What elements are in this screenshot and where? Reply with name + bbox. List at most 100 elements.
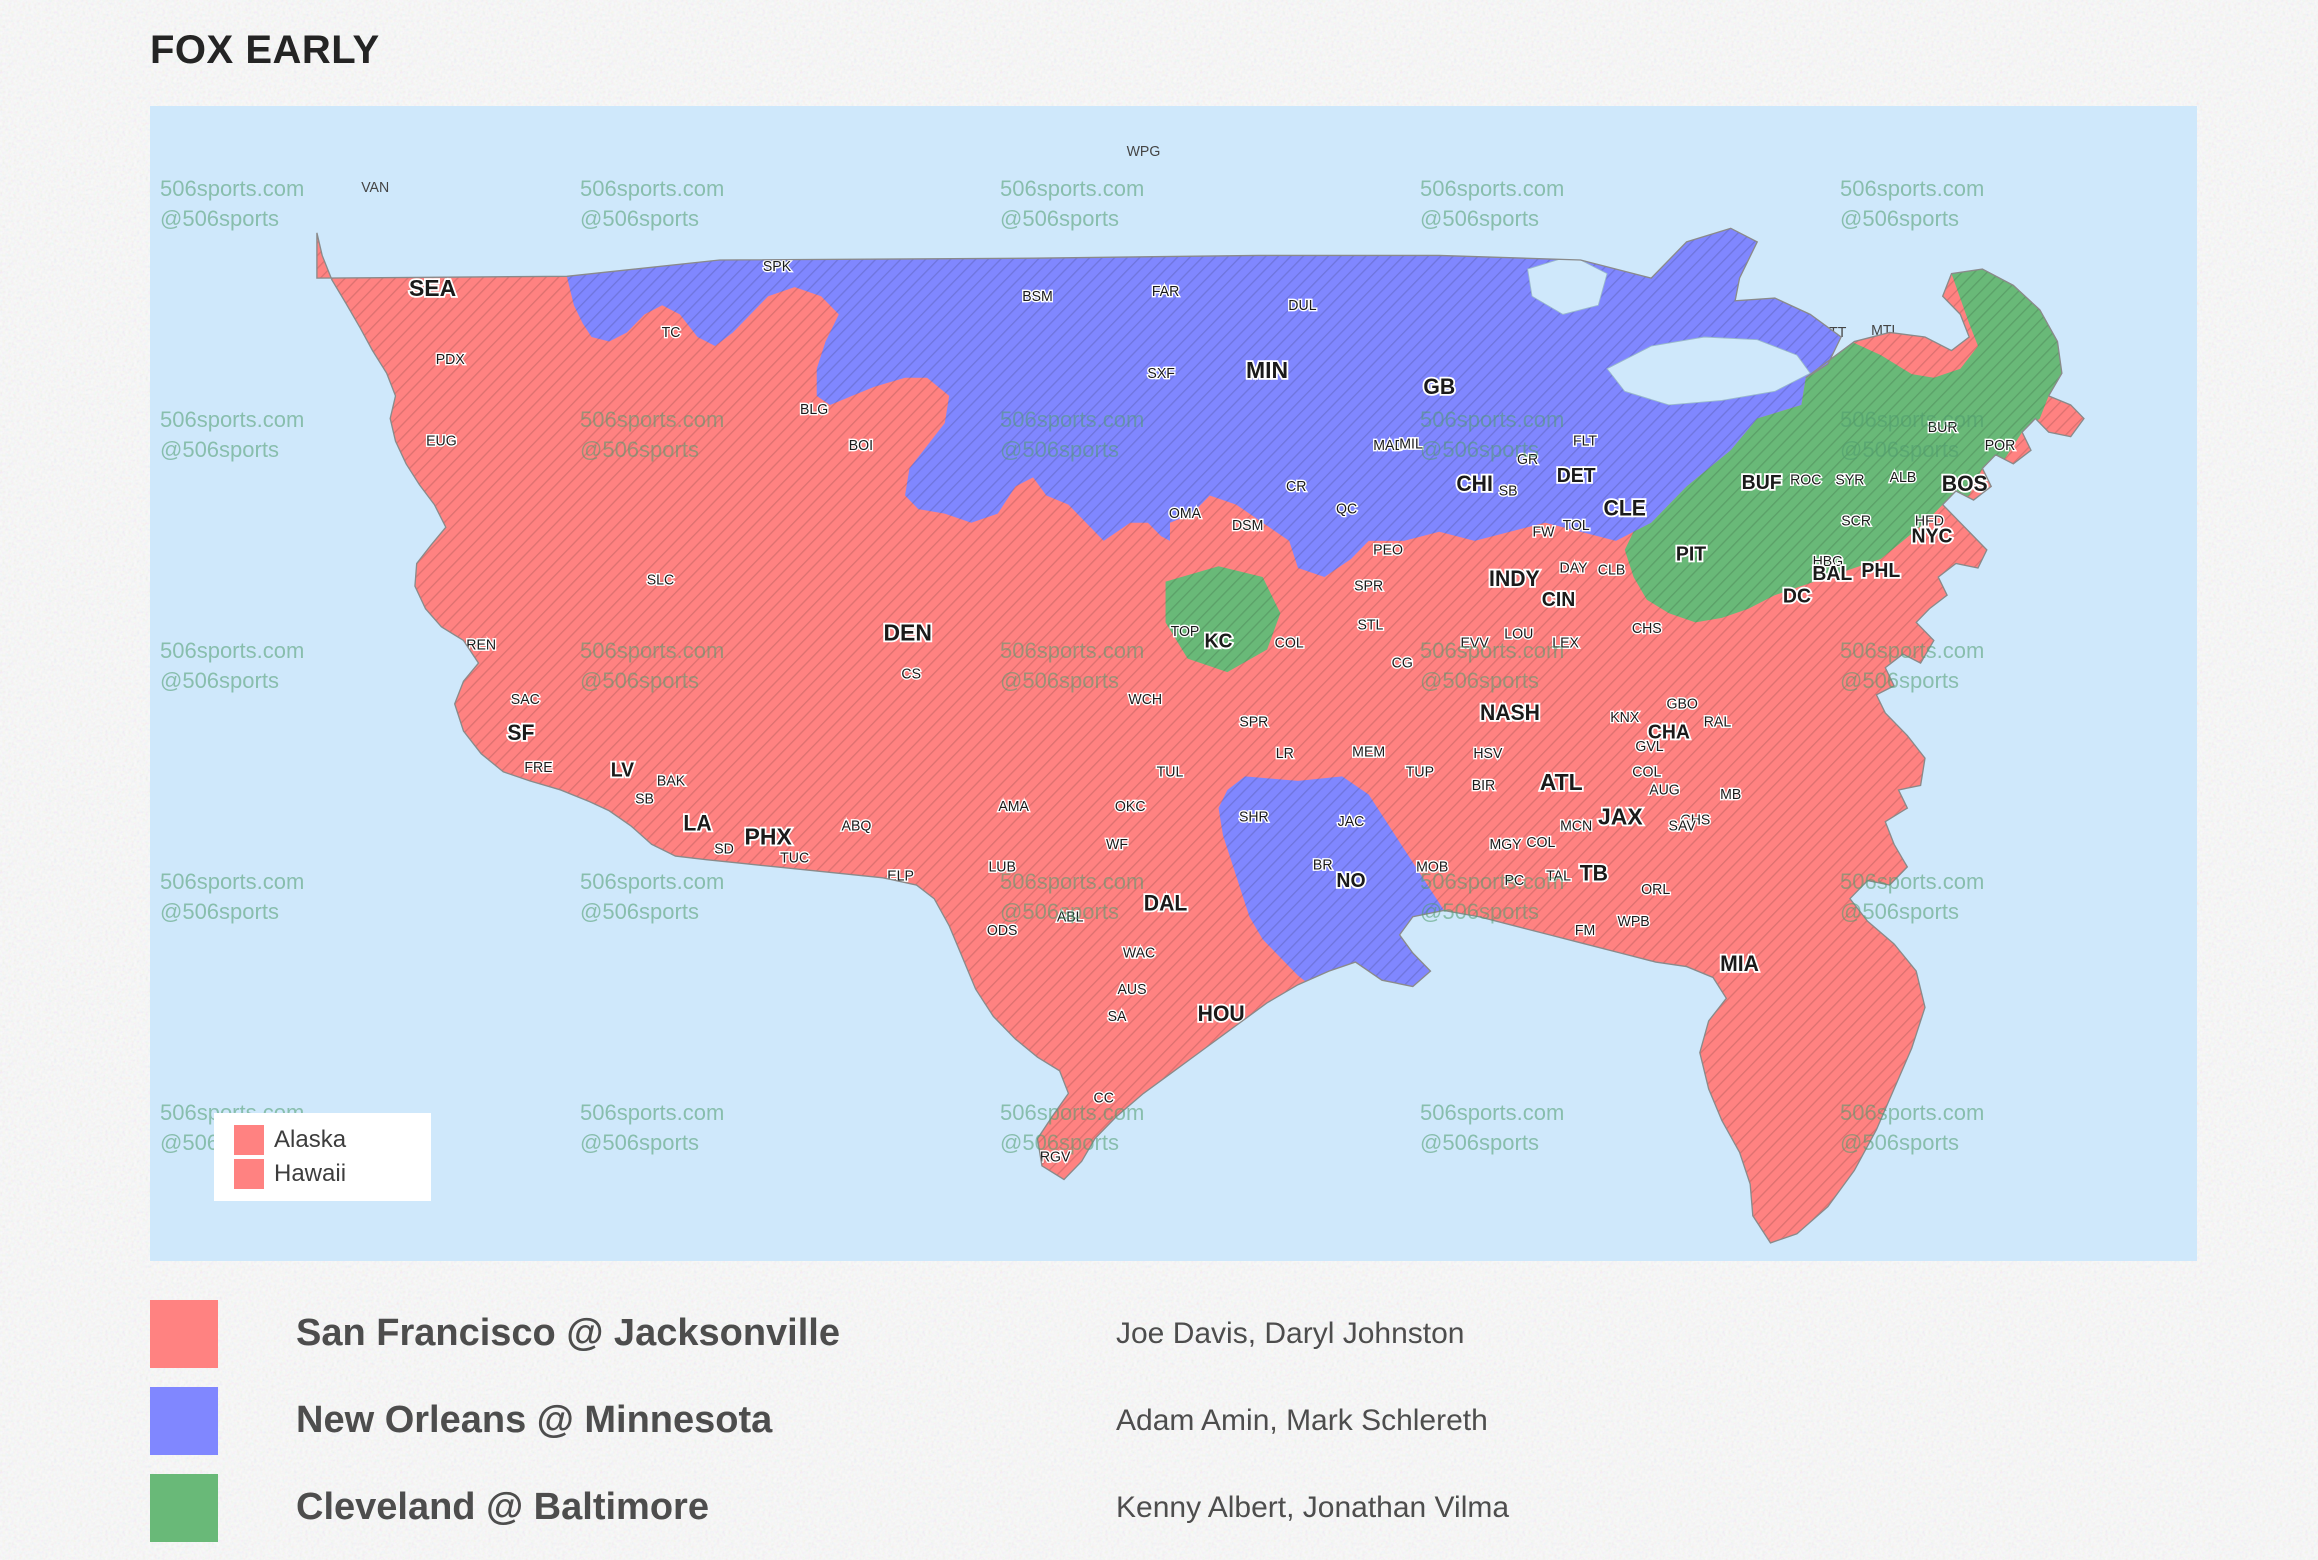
svg-text:SCR: SCR — [1841, 513, 1871, 529]
svg-text:TUC: TUC — [780, 850, 809, 866]
svg-text:MEM: MEM — [1352, 744, 1385, 760]
svg-text:PC: PC — [1505, 873, 1525, 889]
svg-text:INDY: INDY — [1489, 567, 1540, 591]
svg-text:WF: WF — [1106, 837, 1128, 853]
svg-text:SF: SF — [507, 721, 534, 745]
svg-text:RGV: RGV — [1040, 1149, 1071, 1165]
svg-text:EVV: EVV — [1461, 636, 1490, 652]
svg-text:SB: SB — [635, 791, 654, 807]
svg-text:ABL: ABL — [1057, 909, 1084, 925]
svg-text:PHL: PHL — [1861, 560, 1900, 582]
svg-text:STL: STL — [1357, 617, 1383, 633]
svg-text:TC: TC — [662, 325, 681, 341]
svg-text:SAC: SAC — [511, 692, 540, 708]
svg-text:ODS: ODS — [987, 923, 1018, 939]
svg-text:AUG: AUG — [1649, 782, 1680, 798]
svg-text:RAL: RAL — [1704, 714, 1732, 730]
svg-text:BOI: BOI — [849, 438, 873, 454]
svg-text:BOS: BOS — [1942, 472, 1988, 496]
svg-text:SAV: SAV — [1669, 819, 1697, 835]
svg-text:BUF: BUF — [1742, 472, 1782, 494]
svg-text:EUG: EUG — [426, 434, 457, 450]
svg-text:SA: SA — [1108, 1009, 1127, 1025]
svg-text:LUB: LUB — [988, 859, 1015, 875]
svg-text:DEN: DEN — [883, 619, 931, 645]
svg-text:LR: LR — [1276, 746, 1294, 762]
svg-text:BLG: BLG — [800, 402, 828, 418]
svg-text:PDX: PDX — [436, 352, 465, 368]
svg-text:ATL: ATL — [1540, 769, 1583, 795]
svg-text:HOU: HOU — [1198, 1002, 1245, 1026]
svg-text:WPB: WPB — [1618, 914, 1650, 930]
svg-text:TOL: TOL — [1563, 518, 1590, 534]
svg-text:SPK: SPK — [763, 259, 792, 275]
svg-text:TUP: TUP — [1406, 764, 1434, 780]
svg-text:TAL: TAL — [1546, 868, 1571, 884]
svg-text:CHA: CHA — [1648, 721, 1690, 743]
svg-text:COL: COL — [1526, 835, 1555, 851]
svg-text:DET: DET — [1557, 465, 1596, 487]
svg-text:ORL: ORL — [1641, 882, 1670, 898]
svg-text:AUS: AUS — [1117, 982, 1146, 998]
svg-text:SYR: SYR — [1835, 473, 1864, 489]
svg-text:DAY: DAY — [1560, 560, 1588, 576]
svg-text:WPG: WPG — [1127, 144, 1161, 160]
svg-text:COL: COL — [1275, 636, 1304, 652]
svg-text:FW: FW — [1533, 524, 1555, 540]
svg-text:SHR: SHR — [1239, 809, 1269, 825]
svg-text:CS: CS — [901, 666, 921, 682]
svg-text:ALB: ALB — [1890, 470, 1917, 486]
svg-text:MIN: MIN — [1246, 356, 1288, 382]
svg-text:SPR: SPR — [1239, 714, 1268, 730]
svg-text:HFD: HFD — [1915, 513, 1944, 529]
svg-text:ABQ: ABQ — [842, 819, 872, 835]
svg-text:BIR: BIR — [1472, 778, 1496, 794]
svg-text:CLE: CLE — [1604, 496, 1646, 520]
svg-text:MIL: MIL — [1399, 436, 1423, 452]
svg-text:WCH: WCH — [1128, 692, 1162, 708]
svg-text:PEO: PEO — [1373, 542, 1403, 558]
svg-text:NO: NO — [1336, 870, 1365, 892]
svg-text:FAR: FAR — [1152, 284, 1179, 300]
svg-text:VAN: VAN — [361, 180, 389, 196]
svg-text:LA: LA — [683, 811, 711, 835]
svg-text:CR: CR — [1286, 479, 1306, 495]
svg-text:LEX: LEX — [1552, 636, 1579, 652]
svg-text:LOU: LOU — [1504, 627, 1533, 643]
svg-text:BUR: BUR — [1928, 420, 1958, 436]
svg-text:MGY: MGY — [1489, 837, 1522, 853]
svg-text:FM: FM — [1575, 923, 1595, 939]
svg-text:FRE: FRE — [524, 760, 552, 776]
svg-text:TOP: TOP — [1171, 624, 1200, 640]
svg-text:DUL: DUL — [1288, 298, 1316, 314]
svg-text:NASH: NASH — [1480, 701, 1540, 725]
svg-text:MCN: MCN — [1560, 819, 1592, 835]
svg-text:SXF: SXF — [1147, 366, 1175, 382]
svg-text:WAC: WAC — [1123, 945, 1155, 961]
svg-text:CHI: CHI — [1456, 472, 1492, 496]
svg-text:BSM: BSM — [1022, 289, 1053, 305]
svg-text:GB: GB — [1423, 375, 1455, 399]
svg-text:CG: CG — [1392, 655, 1413, 671]
svg-text:POR: POR — [1985, 438, 2016, 454]
svg-text:PIT: PIT — [1676, 544, 1706, 566]
svg-text:KNX: KNX — [1610, 710, 1639, 726]
svg-text:DC: DC — [1783, 585, 1811, 607]
svg-text:BR: BR — [1313, 858, 1333, 874]
svg-text:JAX: JAX — [1598, 803, 1643, 829]
svg-text:DAL: DAL — [1144, 891, 1188, 915]
svg-text:PHX: PHX — [745, 823, 793, 849]
svg-text:SEA: SEA — [409, 275, 456, 301]
svg-text:SPR: SPR — [1354, 578, 1383, 594]
svg-text:JAC: JAC — [1338, 814, 1365, 830]
svg-text:CC: CC — [1094, 1090, 1114, 1106]
svg-text:CHS: CHS — [1632, 621, 1662, 637]
svg-text:DSM: DSM — [1232, 518, 1263, 534]
svg-text:KC: KC — [1205, 631, 1233, 653]
svg-text:TUL: TUL — [1157, 764, 1184, 780]
svg-text:ROC: ROC — [1790, 473, 1821, 489]
svg-text:BAL: BAL — [1812, 563, 1852, 585]
svg-text:AMA: AMA — [998, 799, 1029, 815]
svg-text:GR: GR — [1517, 452, 1538, 468]
svg-text:QC: QC — [1336, 501, 1357, 517]
